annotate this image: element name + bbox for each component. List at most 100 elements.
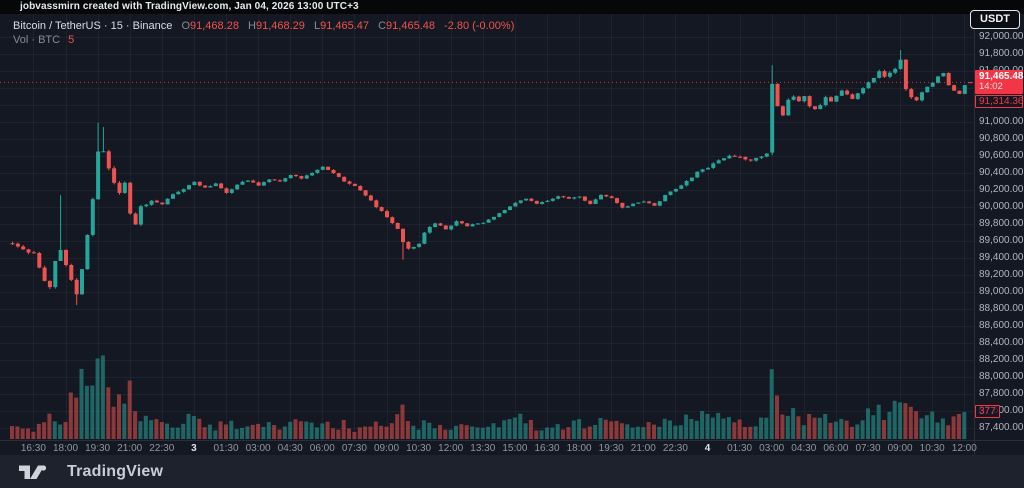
candle-body <box>877 71 882 78</box>
volume-bar <box>486 426 491 439</box>
candle-body <box>213 183 218 187</box>
legend-volume-row[interactable]: Vol · BTC 5 <box>13 33 514 47</box>
volume-bar <box>919 418 924 439</box>
volume-bar <box>52 421 57 439</box>
volume-bar <box>582 428 587 439</box>
price-axis-label: 88,600.00 <box>979 320 1024 331</box>
volume-bar <box>641 427 646 439</box>
volume-axis-label: 377 <box>975 405 1000 419</box>
volume-bar <box>293 419 298 439</box>
candle-body <box>117 182 122 193</box>
candle-body <box>411 246 416 249</box>
time-axis-label: 10:30 <box>406 443 432 454</box>
candle-body <box>379 207 384 211</box>
price-axis-label: 91,800.00 <box>979 48 1024 59</box>
candle-body <box>37 253 42 268</box>
candle-body <box>695 171 700 178</box>
volume-bar <box>742 427 747 439</box>
tradingview-logo-icon[interactable] <box>18 462 58 482</box>
candle-body <box>427 227 432 233</box>
time-axis-label: 19:30 <box>85 443 111 454</box>
volume-bar <box>785 415 790 439</box>
volume-bar <box>443 429 448 439</box>
candle-body <box>31 252 36 254</box>
volume-bar <box>860 420 865 439</box>
price-axis-label: 91,000.00 <box>979 116 1024 127</box>
candle-body <box>652 203 657 206</box>
candle-body <box>711 163 716 168</box>
symbol-title[interactable]: Bitcoin / TetherUS · 15 · Binance <box>13 20 173 32</box>
candle-body <box>256 182 261 186</box>
candle-body <box>342 176 347 182</box>
volume-bar <box>47 413 52 439</box>
candle-body <box>53 261 58 288</box>
candle-body <box>871 77 876 83</box>
candle-body <box>534 200 539 204</box>
volume-bar <box>224 424 228 439</box>
candle-body <box>459 221 464 224</box>
volume-bar <box>368 426 373 439</box>
candle-body <box>149 200 154 205</box>
candle-body <box>96 151 101 200</box>
candle-body <box>176 191 181 195</box>
candle-body <box>818 105 823 110</box>
volume-bar <box>887 411 892 439</box>
candle-body <box>112 168 117 183</box>
candle-body <box>10 243 15 245</box>
volume-bar <box>234 429 239 439</box>
volume-bar <box>652 424 656 439</box>
volume-bar <box>908 406 913 439</box>
candle-body <box>352 183 357 186</box>
price-axis-label: 90,200.00 <box>979 184 1024 195</box>
candle-body <box>374 200 379 208</box>
time-axis-label: 04:30 <box>791 443 817 454</box>
candle-body <box>582 196 587 201</box>
price-axis-label: 87,800.00 <box>979 388 1024 399</box>
price-axis-label: 88,800.00 <box>979 303 1024 314</box>
time-axis-label: 16:30 <box>534 443 560 454</box>
legend-symbol-row[interactable]: Bitcoin / TetherUS · 15 · Binance O91,46… <box>13 19 514 33</box>
volume-bar <box>74 397 79 439</box>
currency-toggle-button[interactable]: USDT <box>970 10 1020 29</box>
volume-bar <box>839 418 844 439</box>
candle-body <box>160 202 165 205</box>
price-axis-label: 87,400.00 <box>979 422 1024 433</box>
candle-body <box>577 196 582 198</box>
close-value: 91,465.48 <box>386 20 435 32</box>
volume-bar <box>512 417 517 439</box>
volume-bar <box>186 413 191 439</box>
candle-body <box>224 188 229 193</box>
volume-bar <box>625 424 630 439</box>
time-axis[interactable]: 16:30 18:00 19:30 21:00 22:30 3 01:30 03:00 04:3… <box>0 441 1024 455</box>
volume-bar <box>507 419 512 439</box>
candle-body <box>42 267 47 281</box>
time-axis-label: 07:30 <box>341 443 367 454</box>
price-chart-canvas[interactable] <box>0 14 1024 455</box>
volume-bar <box>341 419 346 439</box>
volume-bar <box>587 426 592 439</box>
volume-bar <box>684 414 689 439</box>
volume-bar <box>903 403 908 439</box>
brand-name[interactable]: TradingView <box>67 462 164 480</box>
candle-body <box>952 85 957 91</box>
price-axis-label: 89,400.00 <box>979 252 1024 263</box>
candle-body <box>197 181 202 186</box>
time-axis-label: 06:00 <box>309 443 335 454</box>
volume-bar <box>320 423 325 439</box>
volume-bar <box>748 426 753 439</box>
candle-body <box>925 86 930 93</box>
volume-bar <box>561 429 565 439</box>
candle-body <box>545 200 550 202</box>
volume-bar <box>801 425 806 439</box>
volume-bar <box>689 419 694 439</box>
candle-body <box>914 97 919 101</box>
volume-bar <box>363 426 368 439</box>
candle-body <box>518 200 523 203</box>
change-value: -2.80 (-0.00%) <box>444 20 515 32</box>
candle-body <box>866 82 871 89</box>
volume-bar <box>213 430 218 439</box>
candle-body <box>663 195 668 202</box>
candle-body <box>69 265 74 280</box>
volume-bar <box>347 428 351 439</box>
volume-bar <box>95 358 100 439</box>
